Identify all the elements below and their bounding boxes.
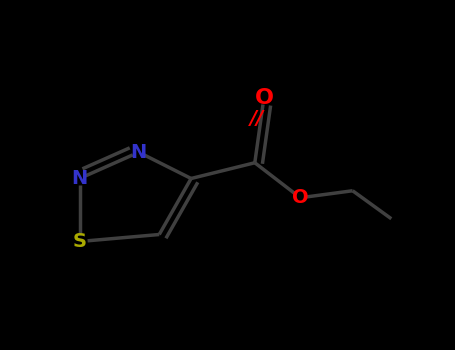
Text: S: S <box>73 232 86 251</box>
Text: N: N <box>71 169 88 188</box>
Text: //: // <box>250 110 264 128</box>
Text: N: N <box>131 143 147 162</box>
Text: O: O <box>292 188 308 207</box>
Text: O: O <box>254 88 273 108</box>
